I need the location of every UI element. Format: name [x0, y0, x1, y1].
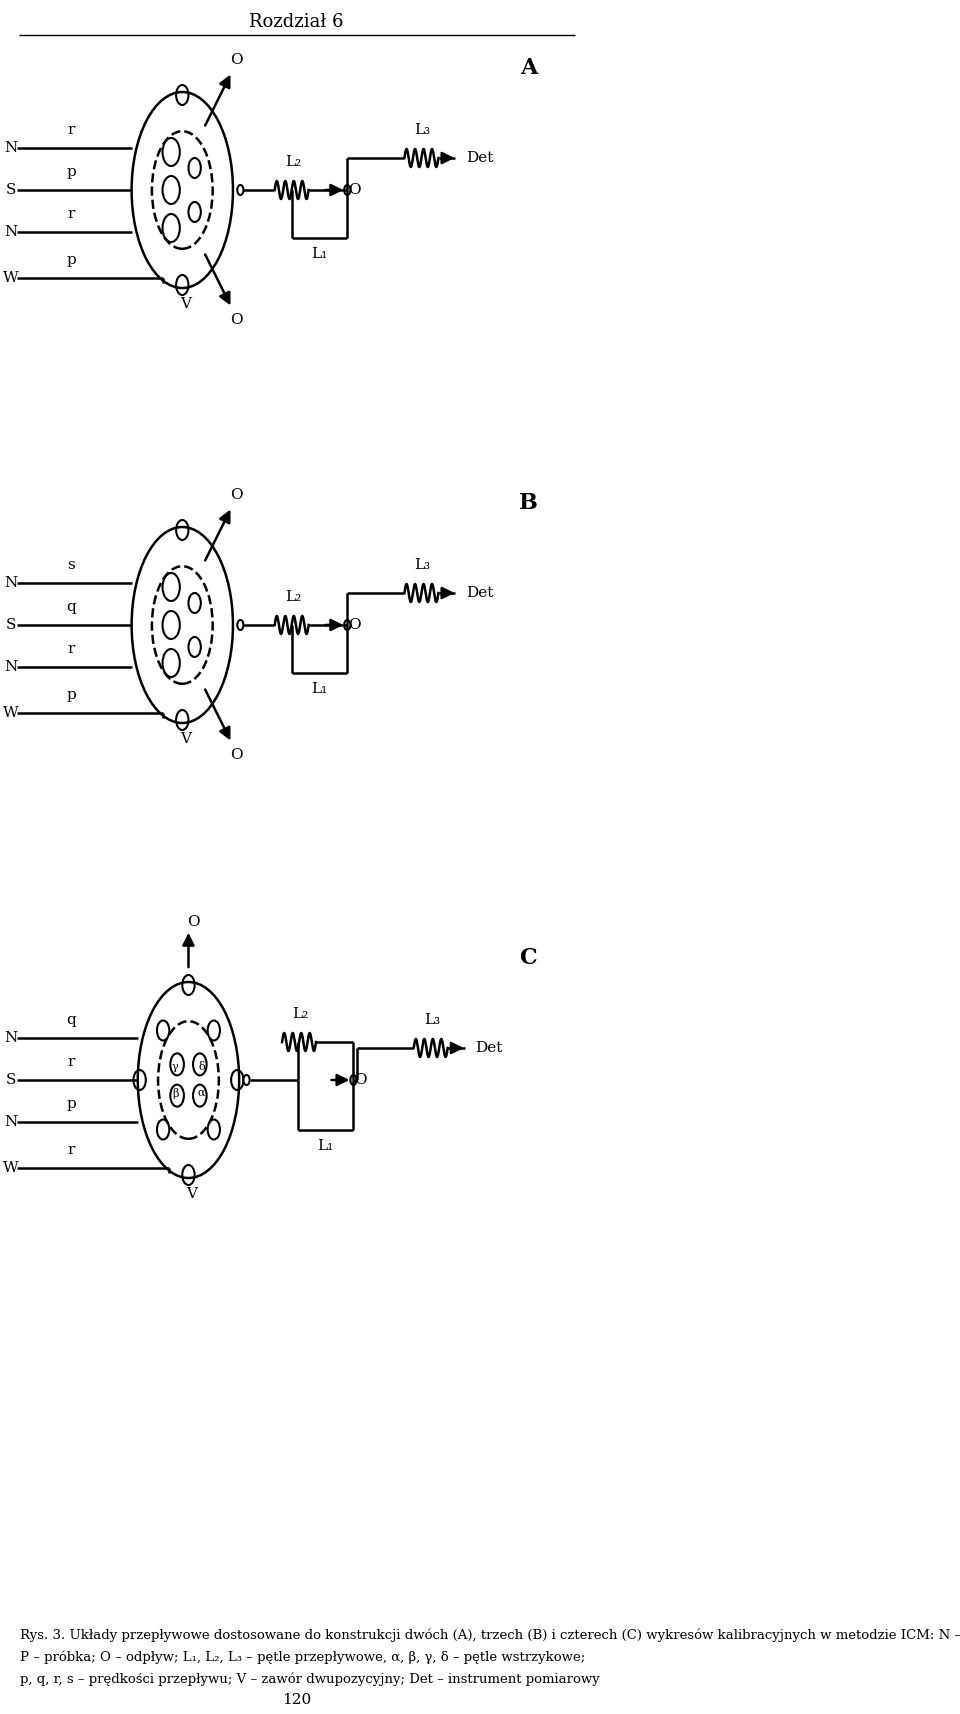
- Text: S: S: [6, 1073, 16, 1087]
- Text: V: V: [180, 297, 191, 310]
- Text: L₂: L₂: [292, 1008, 308, 1022]
- Text: r: r: [67, 207, 75, 221]
- Text: L₁: L₁: [311, 247, 327, 261]
- Text: α: α: [198, 1088, 205, 1099]
- Text: s: s: [67, 559, 75, 572]
- Text: S: S: [6, 183, 16, 197]
- Text: N: N: [5, 225, 17, 238]
- Text: O: O: [187, 915, 200, 929]
- Text: q: q: [66, 600, 76, 614]
- Text: 120: 120: [282, 1693, 311, 1707]
- Circle shape: [345, 620, 350, 631]
- Text: C: C: [519, 948, 538, 968]
- Text: r: r: [67, 123, 75, 137]
- Text: N: N: [5, 1032, 17, 1046]
- Text: N: N: [5, 576, 17, 590]
- Circle shape: [345, 185, 350, 195]
- Text: N: N: [5, 141, 17, 154]
- Text: O: O: [348, 619, 361, 632]
- Text: O: O: [230, 53, 243, 67]
- Text: q: q: [66, 1013, 76, 1027]
- Text: O: O: [230, 747, 243, 763]
- Text: V: V: [186, 1188, 197, 1202]
- Text: Rozdział 6: Rozdział 6: [250, 14, 344, 31]
- Text: Rys. 3. Układy przepływowe dostosowane do konstrukcji dwóch (A), trzech (B) i cz: Rys. 3. Układy przepływowe dostosowane d…: [20, 1628, 960, 1642]
- Text: p: p: [66, 254, 76, 267]
- Text: L₂: L₂: [285, 590, 301, 603]
- Text: A: A: [519, 57, 537, 79]
- Text: L₃: L₃: [415, 123, 431, 137]
- Text: B: B: [519, 492, 538, 514]
- Text: S: S: [6, 619, 16, 632]
- Text: p: p: [66, 1097, 76, 1111]
- Text: L₁: L₁: [318, 1140, 334, 1154]
- Text: r: r: [67, 1056, 75, 1070]
- Text: N: N: [5, 660, 17, 674]
- Text: O: O: [230, 314, 243, 327]
- Text: L₂: L₂: [285, 154, 301, 170]
- Text: P – próbka; O – odpływ; L₁, L₂, L₃ – pętle przepływowe, α, β, γ, δ – pętle wstrz: P – próbka; O – odpływ; L₁, L₂, L₃ – pęt…: [20, 1651, 585, 1664]
- Text: N: N: [5, 1116, 17, 1130]
- Text: δ: δ: [199, 1061, 205, 1071]
- Text: p: p: [66, 165, 76, 178]
- Text: W: W: [3, 271, 19, 285]
- Text: W: W: [3, 1160, 19, 1176]
- Text: Det: Det: [466, 151, 493, 165]
- Text: β: β: [172, 1088, 179, 1099]
- Circle shape: [237, 620, 244, 631]
- Text: p, q, r, s – prędkości przepływu; V – zawór dwupozycyjny; Det – instrument pomia: p, q, r, s – prędkości przepływu; V – za…: [20, 1671, 600, 1685]
- Text: L₁: L₁: [311, 682, 327, 696]
- Text: L₃: L₃: [424, 1013, 440, 1027]
- Text: L₃: L₃: [415, 559, 431, 572]
- Text: O: O: [354, 1073, 367, 1087]
- Circle shape: [244, 1075, 250, 1085]
- Text: Det: Det: [475, 1040, 502, 1056]
- Text: O: O: [348, 183, 361, 197]
- Circle shape: [350, 1075, 356, 1085]
- Text: p: p: [66, 687, 76, 703]
- Text: V: V: [180, 732, 191, 746]
- Text: W: W: [3, 706, 19, 720]
- Text: O: O: [230, 488, 243, 502]
- Text: Det: Det: [466, 586, 493, 600]
- Text: r: r: [67, 1143, 75, 1157]
- Circle shape: [237, 185, 244, 195]
- Text: r: r: [67, 643, 75, 656]
- Text: γ: γ: [172, 1061, 179, 1071]
